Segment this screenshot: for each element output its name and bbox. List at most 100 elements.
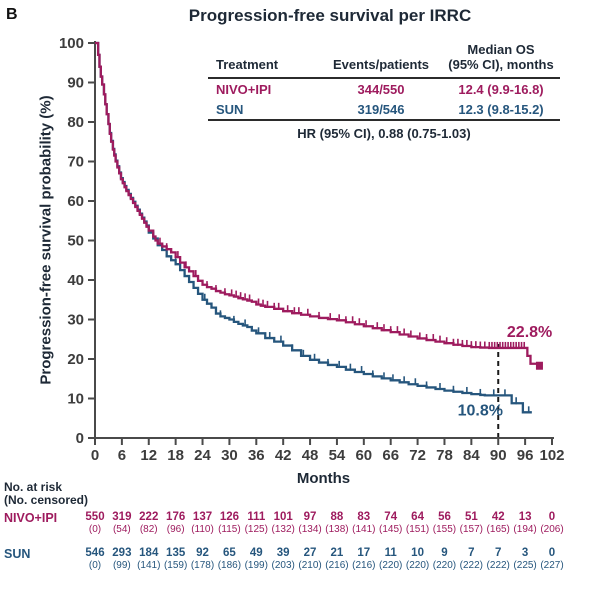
sun-events-patients: 319/546 — [357, 102, 405, 117]
y-tick-label: 70 — [67, 154, 84, 171]
y-tick-label: 100 — [59, 35, 84, 52]
at-risk-value: 111 — [247, 511, 266, 523]
x-tick-label: 42 — [275, 447, 292, 464]
y-tick-label: 50 — [67, 233, 84, 250]
landmark-annotation: 10.8% — [458, 402, 503, 419]
at-risk-value: 9 — [441, 547, 448, 559]
at-risk-value: 17 — [357, 547, 371, 559]
header-median-os-line2: (95% CI), months — [448, 57, 554, 72]
x-tick-label: 102 — [539, 447, 564, 464]
y-tick-label: 40 — [67, 272, 84, 289]
y-tick-label: 30 — [67, 312, 84, 329]
censored-value: (227) — [540, 560, 564, 571]
at-risk-value: 135 — [166, 547, 186, 559]
at-risk-value: 92 — [196, 547, 209, 559]
at-risk-value: 83 — [357, 511, 371, 523]
censored-value: (194) — [513, 524, 537, 535]
x-tick-label: 66 — [382, 447, 399, 464]
censored-value: (151) — [405, 524, 430, 535]
at-risk-value: 42 — [491, 511, 505, 523]
x-tick-label: 78 — [436, 447, 453, 464]
at-risk-value: 293 — [112, 547, 132, 559]
censored-value: (157) — [459, 524, 484, 535]
at-risk-value: 27 — [303, 547, 317, 559]
header-events-patients: Events/patients — [332, 57, 430, 72]
censored-value: (220) — [379, 560, 403, 571]
x-tick-label: 12 — [140, 447, 157, 464]
at-risk-value: 0 — [548, 547, 556, 559]
at-risk-value: 10 — [411, 547, 424, 559]
censored-value: (210) — [298, 560, 322, 571]
censored-value: (216) — [325, 560, 349, 571]
censored-value: (115) — [218, 524, 241, 535]
at-risk-value: 64 — [411, 511, 424, 523]
censored-value: (82) — [139, 524, 158, 535]
x-tick-label: 72 — [409, 447, 426, 464]
censored-value: (134) — [298, 524, 322, 535]
at-risk-value: 56 — [438, 511, 451, 523]
at-risk-value: 88 — [330, 511, 344, 523]
panel-label: B — [6, 6, 18, 23]
x-tick-label: 36 — [248, 447, 265, 464]
y-axis-title: Progression-free survival probability (%… — [37, 95, 55, 385]
sun-median-os: 12.3 (9.8-15.2) — [458, 102, 544, 117]
censored-value: (141) — [352, 524, 376, 535]
header-median-os: Median OS (95% CI), months — [442, 42, 560, 72]
at-risk-value: 49 — [249, 547, 263, 559]
x-axis-title: Months — [296, 470, 351, 487]
at-risk-value: 176 — [166, 511, 186, 523]
at-risk-value: 222 — [139, 511, 159, 523]
x-tick-label: 48 — [302, 447, 319, 464]
y-tick-label: 10 — [67, 391, 84, 408]
censored-value: (132) — [271, 524, 295, 535]
table-row-sun: SUN 319/546 12.3 (9.8-15.2) — [208, 99, 560, 119]
at-risk-value: 550 — [85, 511, 105, 523]
y-tick-label: 20 — [67, 351, 84, 368]
censored-value: (222) — [486, 560, 510, 571]
censored-value: (225) — [513, 560, 537, 571]
censored-value: (0) — [88, 524, 102, 535]
risk-row-label-nivo-ipi: NIVO+IPI — [4, 511, 58, 525]
at-risk-value: 319 — [112, 511, 132, 523]
x-tick-label: 60 — [355, 447, 372, 464]
censored-value: (216) — [352, 560, 376, 571]
at-risk-value: 7 — [495, 547, 502, 559]
at-risk-value: 126 — [219, 511, 239, 523]
summary-table-header-row: Treatment Events/patients Median OS (95%… — [208, 42, 560, 77]
censored-value: (155) — [432, 524, 457, 535]
summary-table: Treatment Events/patients Median OS (95%… — [208, 42, 560, 141]
censored-value: (159) — [163, 560, 188, 571]
at-risk-value: 97 — [303, 511, 317, 523]
table-row-nivo-ipi: NIVO+IPI 344/550 12.4 (9.9-16.8) — [208, 79, 560, 99]
table-rule-top — [208, 77, 560, 79]
at-risk-value: 546 — [85, 547, 105, 559]
censored-value: (99) — [112, 560, 131, 571]
at-risk-value: 0 — [548, 511, 556, 523]
censored-value: (0) — [88, 560, 102, 571]
risk-row-label-sun: SUN — [4, 547, 31, 561]
censored-value: (222) — [459, 560, 484, 571]
at-risk-value: 3 — [521, 547, 529, 559]
censored-value: (125) — [244, 524, 268, 535]
censored-value: (54) — [112, 524, 131, 535]
chart-title: Progression-free survival per IRRC — [188, 6, 472, 25]
x-tick-label: 0 — [91, 447, 99, 464]
censored-value: (220) — [405, 560, 430, 571]
censored-value: (96) — [166, 524, 185, 535]
at-risk-value: 21 — [330, 547, 344, 559]
nivo-median-os: 12.4 (9.9-16.8) — [458, 82, 544, 97]
x-tick-label: 96 — [517, 447, 534, 464]
censored-value: (141) — [137, 560, 161, 571]
x-tick-label: 90 — [490, 447, 507, 464]
censored-value: (203) — [271, 560, 295, 571]
at-risk-value: 65 — [223, 547, 236, 559]
x-tick-label: 54 — [329, 447, 346, 464]
censored-value: (165) — [486, 524, 510, 535]
at-risk-value: 101 — [273, 511, 293, 523]
nivo-treatment: NIVO+IPI — [216, 82, 272, 97]
y-tick-label: 60 — [67, 193, 84, 210]
hazard-ratio-text: HR (95% CI), 0.88 (0.75-1.03) — [297, 126, 471, 141]
x-tick-label: 18 — [167, 447, 184, 464]
at-risk-value: 51 — [464, 511, 478, 523]
